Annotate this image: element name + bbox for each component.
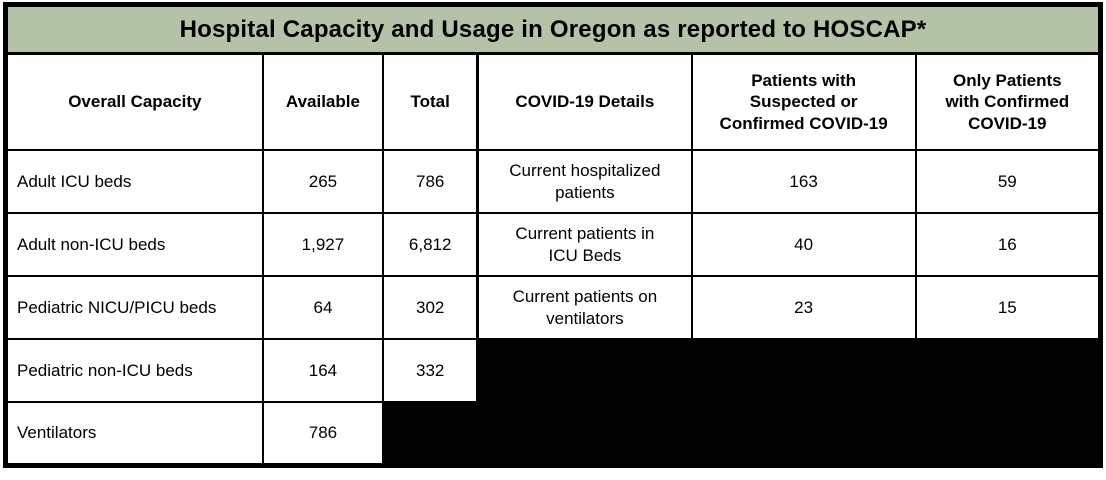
- available-value: 1,927: [261, 212, 385, 277]
- capacity-label: Pediatric NICU/PICU beds: [4, 275, 264, 340]
- total-value: 786: [382, 149, 479, 214]
- covid-detail-label: Current patients on ventilators: [476, 275, 693, 340]
- capacity-table: Hospital Capacity and Usage in Oregon as…: [3, 2, 1103, 468]
- available-value: 64: [261, 275, 385, 340]
- capacity-label: Pediatric non-ICU beds: [4, 338, 264, 403]
- available-value: 786: [261, 401, 385, 466]
- capacity-label: Adult ICU beds: [4, 149, 264, 214]
- header-confirmed-only: Only Patients with Confirmed COVID-19: [914, 52, 1102, 151]
- title-row: Hospital Capacity and Usage in Oregon as…: [4, 3, 1102, 55]
- confirmed-only-value: 15: [914, 275, 1102, 340]
- table-row-pediatric-nicu-picu: Pediatric NICU/PICU beds 64 302 Current …: [4, 275, 1102, 340]
- available-value: 265: [261, 149, 385, 214]
- page-title: Hospital Capacity and Usage in Oregon as…: [4, 3, 1102, 55]
- header-total: Total: [382, 52, 479, 151]
- confirmed-only-value: 16: [914, 212, 1102, 277]
- total-value: 302: [382, 275, 479, 340]
- redacted-block: [382, 401, 1102, 466]
- suspected-or-confirmed-value: 23: [690, 275, 917, 340]
- suspected-or-confirmed-value: 163: [690, 149, 917, 214]
- header-overall-capacity: Overall Capacity: [4, 52, 264, 151]
- confirmed-only-value: 59: [914, 149, 1102, 214]
- table-row-adult-icu: Adult ICU beds 265 786 Current hospitali…: [4, 149, 1102, 214]
- header-row: Overall Capacity Available Total COVID-1…: [4, 52, 1102, 151]
- suspected-or-confirmed-value: 40: [690, 212, 917, 277]
- header-covid-details: COVID-19 Details: [476, 52, 693, 151]
- total-value: 332: [382, 338, 479, 403]
- total-value: 6,812: [382, 212, 479, 277]
- covid-detail-label: Current patients in ICU Beds: [476, 212, 693, 277]
- header-available: Available: [261, 52, 385, 151]
- covid-detail-label: Current hospitalized patients: [476, 149, 693, 214]
- table-row-ventilators: Ventilators 786: [4, 401, 1102, 466]
- available-value: 164: [261, 338, 385, 403]
- redacted-block: [476, 338, 1102, 403]
- header-suspected-or-confirmed: Patients with Suspected or Confirmed COV…: [690, 52, 917, 151]
- table-row-adult-non-icu: Adult non-ICU beds 1,927 6,812 Current p…: [4, 212, 1102, 277]
- capacity-label: Ventilators: [4, 401, 264, 466]
- capacity-label: Adult non-ICU beds: [4, 212, 264, 277]
- table-row-pediatric-non-icu: Pediatric non-ICU beds 164 332: [4, 338, 1102, 403]
